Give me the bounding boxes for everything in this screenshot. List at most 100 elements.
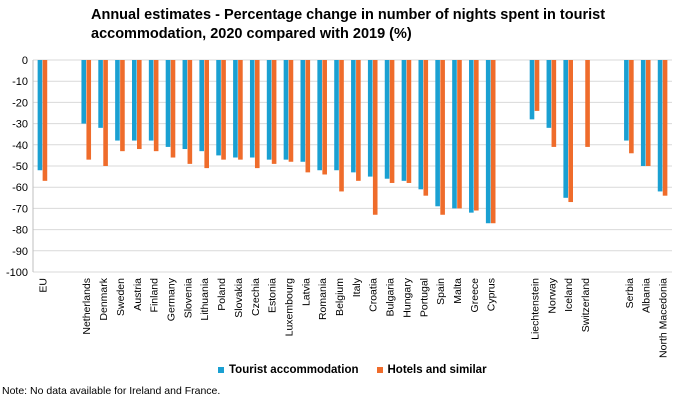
x-tick-label: Austria (132, 278, 144, 311)
bar-hotels-albania (645, 60, 651, 166)
bar-hotels-poland (221, 60, 226, 160)
bar-hotels-latvia (305, 60, 311, 173)
bar-hotels-finland (153, 60, 159, 152)
bar-hotels-malta (457, 60, 462, 209)
y-tick-label: -50 (12, 161, 28, 173)
bar-hotels-lithuania (204, 60, 209, 169)
y-tick-label: -80 (12, 225, 28, 237)
y-tick-label: -100 (6, 267, 28, 279)
legend-swatch-tourist (218, 367, 224, 373)
bar-hotels-estonia (271, 60, 277, 164)
x-tick-label: EU (37, 278, 49, 293)
y-tick-label: -60 (12, 182, 28, 194)
bar-tourist-spain (435, 60, 440, 207)
x-tick-label: Lithuania (199, 278, 211, 321)
y-tick-label: -10 (12, 76, 28, 88)
bar-tourist-cyprus (485, 60, 491, 224)
x-tick-label: Hungary (401, 277, 413, 317)
bar-tourist-sweden (115, 60, 120, 141)
bar-hotels-romania (322, 60, 327, 175)
bar-hotels-czechia (254, 60, 260, 169)
bar-tourist-italy (351, 60, 356, 173)
bar-tourist-netherlands (81, 60, 87, 124)
y-tick-label: -90 (12, 246, 28, 258)
bar-hotels-hungary (406, 60, 412, 183)
chart-legend: Tourist accommodation Hotels and similar (218, 364, 487, 376)
x-tick-label: Albania (641, 278, 653, 313)
bar-tourist-denmark (98, 60, 103, 128)
x-tick-label: Denmark (98, 277, 110, 320)
legend-swatch-hotels (376, 367, 383, 373)
bar-tourist-serbia (624, 60, 629, 141)
bar-tourist-lithuania (199, 60, 204, 152)
bar-tourist-eu (37, 60, 43, 171)
bar-tourist-greece (469, 60, 474, 213)
x-tick-label: Switzerland (580, 278, 592, 332)
bar-tourist-iceland (563, 60, 568, 198)
bar-tourist-slovenia (182, 60, 188, 150)
x-tick-label: Norway (546, 277, 558, 313)
bar-tourist-bulgaria (384, 60, 390, 179)
bar-tourist-estonia (266, 60, 272, 160)
bar-hotels-portugal (423, 60, 429, 196)
bar-hotels-cyprus (490, 60, 496, 224)
bar-tourist-czechia (249, 60, 255, 158)
x-tick-label: Netherlands (81, 278, 93, 335)
bar-tourist-portugal (418, 60, 424, 190)
x-tick-label: Poland (216, 278, 228, 311)
bar-hotels-slovakia (238, 60, 243, 160)
bar-tourist-norway (546, 60, 552, 128)
chart-note: Note: No data available for Ireland and … (2, 385, 221, 397)
bar-tourist-albania (640, 60, 646, 166)
bar-hotels-italy (356, 60, 361, 181)
bar-tourist-latvia (300, 60, 306, 162)
x-tick-label: Slovenia (182, 278, 194, 318)
bar-hotels-luxembourg (288, 60, 294, 162)
bar-hotels-norway (551, 60, 557, 147)
x-tick-label: Greece (469, 278, 481, 313)
bar-tourist-poland (216, 60, 221, 156)
bar-hotels-germany (170, 60, 176, 158)
bar-hotels-eu (42, 60, 48, 181)
x-tick-label: Luxembourg (283, 278, 295, 337)
y-tick-label: -70 (12, 203, 28, 215)
bar-hotels-slovenia (187, 60, 193, 164)
x-tick-label: Bulgaria (385, 278, 397, 317)
x-tick-label: Italy (351, 277, 363, 297)
bar-hotels-sweden (120, 60, 125, 152)
x-tick-label: Iceland (563, 278, 575, 312)
x-tick-label: Estonia (267, 278, 279, 313)
y-tick-label: -20 (12, 97, 28, 109)
y-tick-label: -40 (12, 140, 28, 152)
x-tick-label: Romania (317, 278, 329, 320)
bar-hotels-switzerland (585, 60, 590, 147)
bar-hotels-iceland (568, 60, 573, 203)
bar-hotels-netherlands (86, 60, 92, 160)
bar-tourist-malta (452, 60, 457, 209)
bar-hotels-bulgaria (389, 60, 395, 183)
x-tick-label: Spain (435, 278, 447, 305)
bar-hotels-liechtenstein (534, 60, 540, 111)
legend-item-tourist: Tourist accommodation (218, 364, 359, 376)
x-tick-label: Malta (452, 278, 464, 304)
y-tick-label: -30 (12, 119, 28, 131)
bar-hotels-denmark (103, 60, 108, 166)
bar-tourist-finland (148, 60, 154, 141)
bar-tourist-romania (317, 60, 322, 171)
x-tick-label: Portugal (418, 278, 430, 317)
bar-tourist-belgium (334, 60, 339, 171)
bar-hotels-greece (474, 60, 479, 211)
legend-item-hotels: Hotels and similar (376, 364, 487, 376)
bar-tourist-slovakia (233, 60, 238, 158)
bar-hotels-serbia (629, 60, 634, 154)
bar-tourist-croatia (367, 60, 373, 177)
bar-hotels-austria (137, 60, 142, 150)
bar-hotels-croatia (372, 60, 378, 215)
bar-tourist-germany (165, 60, 171, 147)
x-tick-label: Liechtenstein (530, 278, 542, 340)
x-tick-label: Latvia (300, 278, 312, 306)
y-tick-label: 0 (22, 55, 28, 67)
x-tick-label: Croatia (368, 278, 380, 312)
x-tick-label: Germany (166, 277, 178, 321)
